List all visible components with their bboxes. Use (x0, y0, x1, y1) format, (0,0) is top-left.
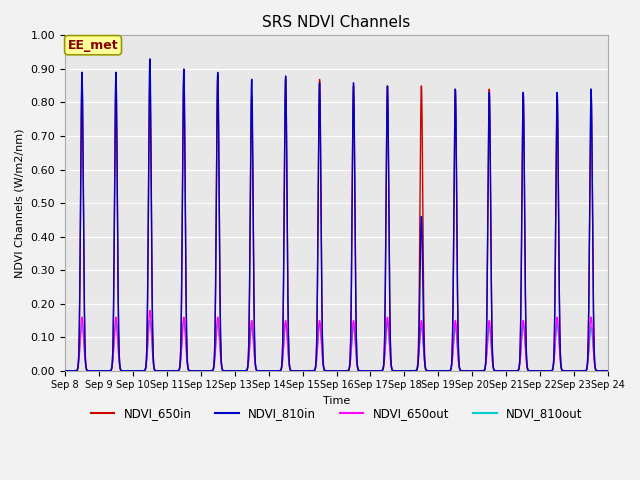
Title: SRS NDVI Channels: SRS NDVI Channels (262, 15, 411, 30)
Text: EE_met: EE_met (68, 39, 118, 52)
X-axis label: Time: Time (323, 396, 350, 406)
Legend: NDVI_650in, NDVI_810in, NDVI_650out, NDVI_810out: NDVI_650in, NDVI_810in, NDVI_650out, NDV… (86, 403, 588, 425)
Y-axis label: NDVI Channels (W/m2/nm): NDVI Channels (W/m2/nm) (15, 128, 25, 278)
